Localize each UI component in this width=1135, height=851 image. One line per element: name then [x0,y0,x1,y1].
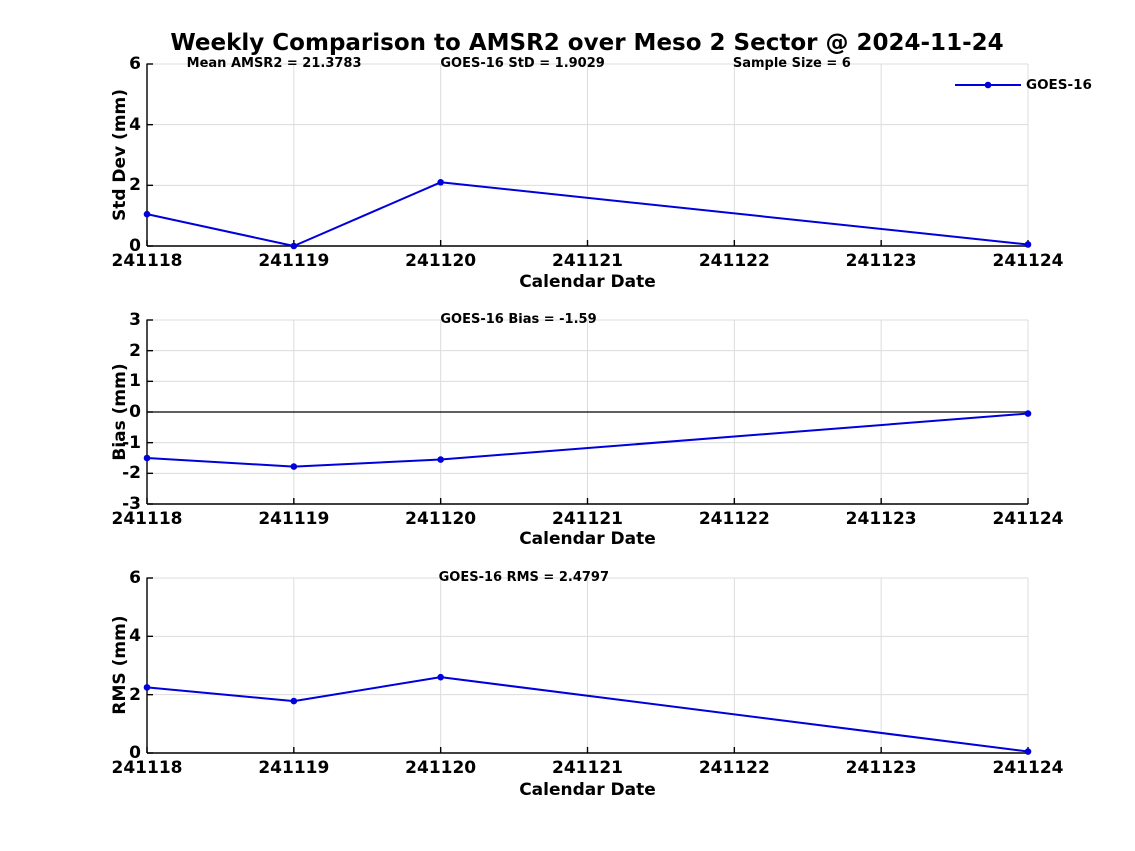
legend-marker [984,81,992,89]
x-tick-label: 241121 [552,509,623,529]
annotation: GOES-16 RMS = 2.4797 [438,570,610,585]
x-tick-label: 241120 [405,758,477,778]
y-axis-label-stddev: Std Dev (mm) [110,88,130,222]
x-tick-label: 241123 [845,758,917,778]
x-tick-label: 241120 [405,251,477,271]
x-tick-label: 241120 [405,509,477,529]
y-tick-label: 2 [129,340,141,361]
y-tick-label: 6 [129,568,141,588]
annotation: Mean AMSR2 = 21.3783 [186,56,362,71]
x-tick-label: 241123 [845,251,917,271]
data-line [146,181,1029,247]
y-tick-label: 4 [129,626,141,647]
data-line [146,412,1029,468]
annotation: GOES-16 StD = 1.9029 [440,56,605,71]
x-axis-label-1: Calendar Date [519,272,656,292]
y-tick-label: 2 [129,684,141,705]
x-tick-label: 241122 [698,758,770,778]
y-tick-label: -3 [122,494,141,514]
x-tick-label: 241122 [698,509,770,529]
x-tick-label: 241119 [258,509,330,529]
data-marker [290,242,298,250]
data-marker [1024,410,1032,417]
annotation: GOES-16 Bias = -1.59 [440,312,597,327]
x-axis-label-3: Calendar Date [519,780,656,800]
y-tick-label: 4 [129,114,141,135]
x-axis-label-2: Calendar Date [519,529,656,549]
y-tick-label: 3 [129,310,141,330]
x-tick-label: 241118 [111,251,183,271]
x-tick-label: 241121 [552,251,623,271]
x-tick-label: 241124 [992,509,1064,529]
data-marker [290,697,298,705]
y-tick-label: -2 [122,463,141,484]
y-tick-label: 2 [129,175,141,196]
annotation: Sample Size = 6 [732,56,851,71]
data-marker [437,179,444,186]
y-tick-label: 0 [129,236,141,256]
y-tick-label: -1 [122,432,141,453]
x-tick-label: 241124 [992,251,1064,271]
x-tick-label: 241124 [992,758,1064,778]
data-marker [143,454,151,462]
y-tick-label: 1 [129,371,141,392]
data-marker [143,684,151,691]
chart-title: Weekly Comparison to AMSR2 over Meso 2 S… [170,30,1004,56]
data-marker [1024,748,1032,755]
x-tick-label: 241118 [111,509,183,529]
data-marker [1024,241,1032,248]
x-tick-label: 241119 [258,758,330,778]
x-tick-label: 241123 [845,509,917,529]
x-tick-label: 241122 [698,251,770,271]
y-tick-label: 0 [129,402,141,422]
x-tick-label: 241121 [552,758,623,778]
data-marker [437,673,444,681]
y-tick-label: 0 [129,743,141,763]
y-tick-label: 6 [129,54,141,74]
data-marker [290,463,298,470]
data-marker [437,456,444,463]
legend-label: GOES-16 [1026,77,1092,93]
x-tick-label: 241118 [111,758,183,778]
data-marker [143,210,151,218]
data-line [146,676,1029,753]
x-tick-label: 241119 [258,251,330,271]
